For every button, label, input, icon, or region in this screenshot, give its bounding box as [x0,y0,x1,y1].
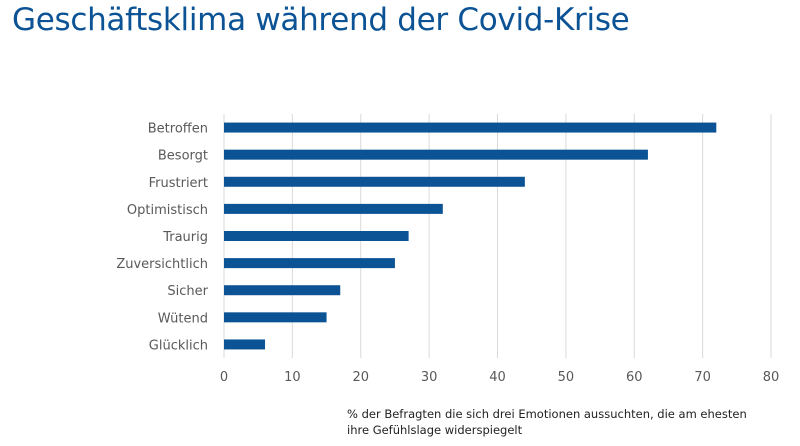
bar-optimistisch [224,203,443,214]
x-tick-label: 30 [421,370,438,385]
x-tick-label: 80 [763,370,780,385]
bar-wütend [224,312,327,323]
category-label: Betroffen [148,122,208,137]
bar-traurig [224,231,409,241]
category-label: Glücklich [149,338,208,353]
x-tick-label: 20 [352,370,369,385]
category-label: Optimistisch [127,203,208,218]
bar-betroffen [224,122,717,133]
x-tick-label: 10 [284,370,301,385]
category-label: Frustriert [149,176,208,191]
x-tick-label: 60 [626,370,643,385]
bar-chart: Betroffen Besorgt Frustriert Optimistisch Tr… [116,114,779,385]
category-label: Wütend [158,311,208,326]
x-tick-labels: 0 10 20 30 40 50 60 70 80 [220,370,779,385]
x-tick-label: 0 [220,370,228,385]
category-label: Zuversichtlich [116,257,208,272]
category-label: Besorgt [158,149,208,164]
bar-besorgt [224,149,648,160]
category-labels: Betroffen Besorgt Frustriert Optimistisch Tr… [116,122,208,354]
bars [224,122,717,350]
x-tick-label: 50 [558,370,575,385]
chart-title: Geschäftsklima während der Covid-Krise [12,2,630,38]
category-label: Traurig [162,230,208,245]
x-tick-label: 40 [489,370,506,385]
chart-footnote: % der Befragten die sich drei Emotionen … [347,407,747,437]
bar-frustriert [224,176,525,187]
x-tick-label: 70 [694,370,711,385]
bar-glücklich [224,339,266,350]
category-label: Sicher [167,284,208,299]
bar-sicher [224,285,341,296]
bar-zuversichtlich [224,258,395,269]
